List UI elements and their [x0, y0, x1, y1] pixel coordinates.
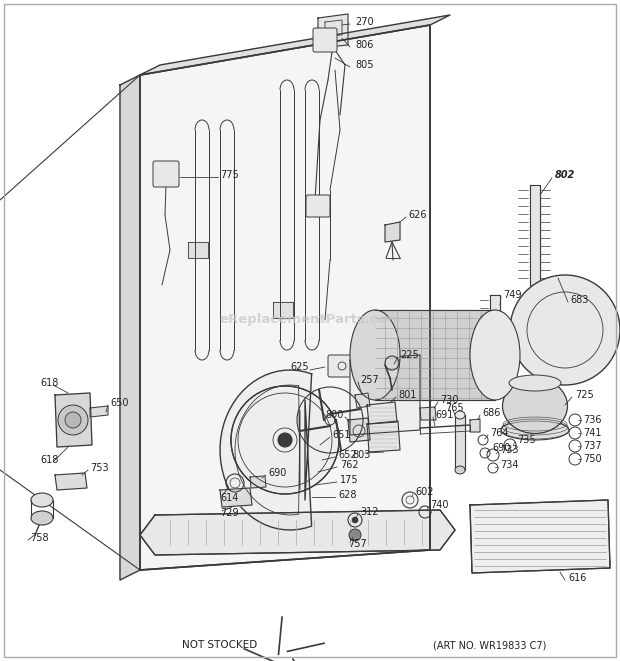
Polygon shape	[220, 370, 312, 530]
Circle shape	[510, 275, 620, 385]
Polygon shape	[220, 488, 252, 507]
Text: 602: 602	[415, 487, 433, 497]
Text: NOT STOCKED: NOT STOCKED	[182, 640, 258, 650]
Text: 737: 737	[583, 441, 601, 451]
Text: 312: 312	[360, 507, 378, 517]
FancyBboxPatch shape	[153, 161, 179, 187]
Ellipse shape	[455, 466, 465, 474]
Polygon shape	[250, 476, 266, 488]
Circle shape	[352, 517, 358, 523]
Text: 650: 650	[110, 398, 128, 408]
Text: 616: 616	[568, 573, 587, 583]
Text: 652: 652	[338, 450, 356, 460]
Text: eReplacementParts.com: eReplacementParts.com	[219, 313, 401, 327]
Text: 802: 802	[555, 170, 575, 180]
Polygon shape	[385, 222, 400, 242]
Text: 803: 803	[352, 450, 370, 460]
Polygon shape	[455, 415, 465, 470]
Text: 734: 734	[500, 460, 518, 470]
Text: 757: 757	[348, 539, 367, 549]
Polygon shape	[420, 407, 436, 420]
Text: 683: 683	[570, 295, 588, 305]
Text: 749: 749	[503, 290, 521, 300]
Text: 730: 730	[440, 395, 459, 405]
Text: 733: 733	[500, 445, 518, 455]
Text: 257: 257	[360, 375, 379, 385]
Text: (ART NO. WR19833 C7): (ART NO. WR19833 C7)	[433, 640, 547, 650]
Circle shape	[278, 433, 292, 447]
Text: 618: 618	[40, 455, 58, 465]
Text: 626: 626	[408, 210, 427, 220]
Polygon shape	[530, 185, 540, 285]
Text: 686: 686	[482, 408, 500, 418]
Polygon shape	[375, 310, 495, 400]
Text: 690: 690	[268, 468, 286, 478]
Polygon shape	[140, 15, 450, 75]
Polygon shape	[367, 421, 400, 452]
Polygon shape	[367, 402, 397, 424]
Text: 758: 758	[30, 533, 48, 543]
Polygon shape	[348, 418, 370, 442]
Ellipse shape	[455, 411, 465, 419]
Ellipse shape	[470, 310, 520, 400]
Polygon shape	[120, 75, 140, 580]
Text: 800: 800	[325, 410, 343, 420]
Polygon shape	[350, 355, 420, 435]
Polygon shape	[470, 419, 480, 432]
FancyBboxPatch shape	[313, 28, 337, 52]
Circle shape	[231, 386, 339, 494]
Text: 735: 735	[517, 435, 536, 445]
Text: 614: 614	[220, 493, 238, 503]
Polygon shape	[490, 295, 500, 355]
Text: 750: 750	[583, 454, 601, 464]
Polygon shape	[140, 510, 455, 555]
Text: 775: 775	[220, 170, 239, 180]
Circle shape	[65, 412, 81, 428]
Polygon shape	[355, 393, 370, 408]
Text: 740: 740	[430, 500, 448, 510]
Text: 225: 225	[400, 350, 419, 360]
Text: 762: 762	[340, 460, 358, 470]
Ellipse shape	[31, 511, 53, 525]
Text: 725: 725	[575, 390, 594, 400]
Ellipse shape	[501, 420, 569, 440]
FancyBboxPatch shape	[306, 195, 330, 217]
Text: 801: 801	[398, 390, 417, 400]
Text: 175: 175	[340, 475, 358, 485]
Text: 805: 805	[355, 60, 373, 70]
Polygon shape	[318, 14, 348, 48]
FancyBboxPatch shape	[328, 355, 357, 377]
Circle shape	[58, 405, 88, 435]
Polygon shape	[188, 242, 208, 258]
Text: 618: 618	[40, 378, 58, 388]
Text: 764: 764	[490, 428, 508, 438]
Polygon shape	[55, 393, 92, 447]
Polygon shape	[140, 25, 430, 570]
Polygon shape	[273, 302, 293, 318]
Ellipse shape	[509, 375, 561, 391]
Text: 691: 691	[435, 410, 453, 420]
Polygon shape	[90, 406, 108, 417]
Circle shape	[349, 529, 361, 541]
Text: 753: 753	[90, 463, 108, 473]
Text: 625: 625	[290, 362, 309, 372]
Text: 628: 628	[338, 490, 356, 500]
Text: 806: 806	[355, 40, 373, 50]
Polygon shape	[470, 500, 610, 573]
Text: 765: 765	[445, 403, 464, 413]
Text: 651: 651	[332, 430, 350, 440]
Ellipse shape	[31, 493, 53, 507]
Polygon shape	[55, 473, 87, 490]
Text: 270: 270	[355, 17, 374, 27]
Text: 729: 729	[220, 508, 239, 518]
Text: 741: 741	[583, 428, 601, 438]
Text: 690: 690	[492, 443, 510, 453]
Text: 736: 736	[583, 415, 601, 425]
Ellipse shape	[350, 310, 400, 400]
Ellipse shape	[502, 379, 567, 434]
